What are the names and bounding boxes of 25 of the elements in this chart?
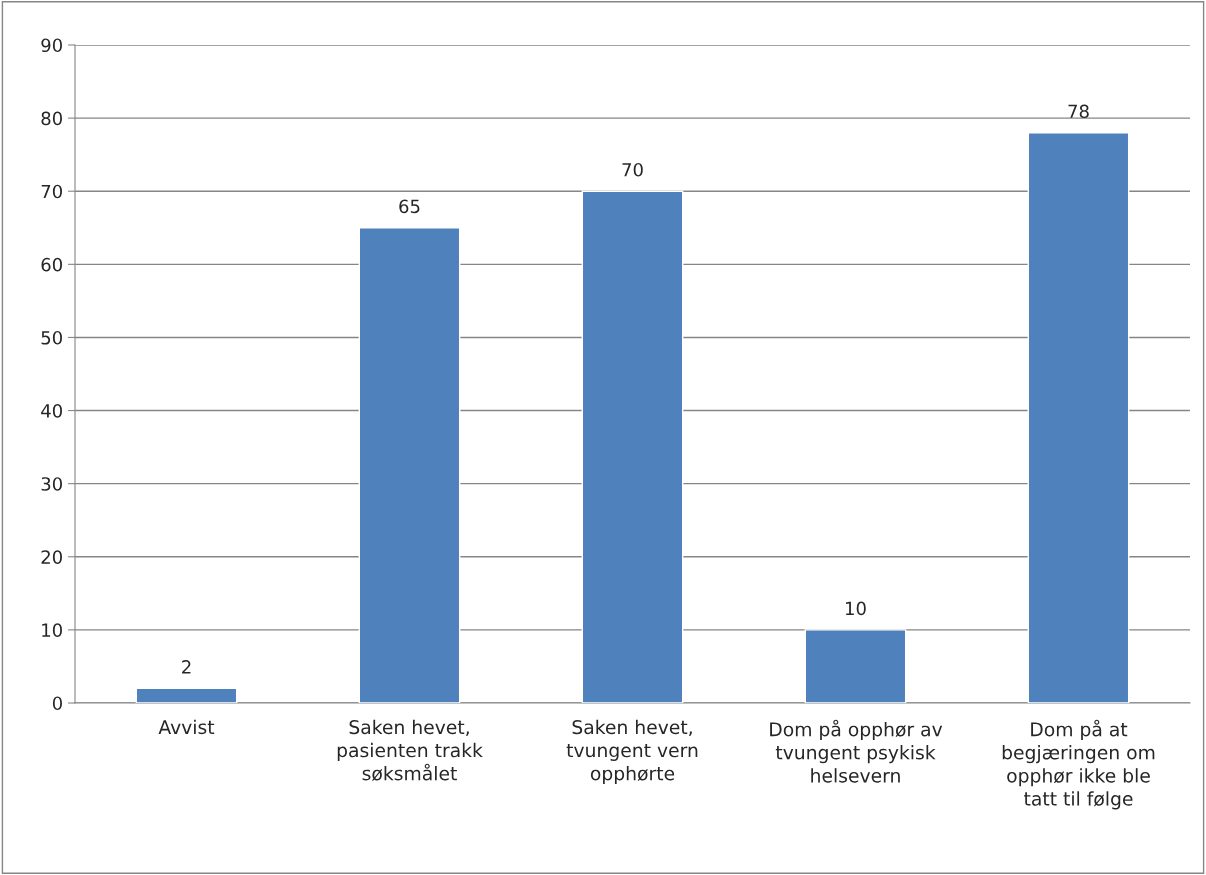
y-tick-label: 80 (41, 111, 62, 126)
data-label: 78 (1068, 104, 1089, 119)
data-label: 10 (846, 601, 866, 616)
y-tick-label: 90 (41, 38, 62, 53)
y-tick-label: 40 (41, 404, 62, 418)
data-label: 2 (182, 660, 191, 674)
x-tick-label: Dom på opphør av tvungent psykisk helsevern (770, 719, 943, 783)
y-tick-label: 60 (41, 257, 62, 272)
data-label: 65 (399, 199, 420, 214)
x-tick-label: Avvist (158, 719, 215, 735)
y-tick-label: 30 (41, 477, 62, 491)
x-tick-label: Saken hevet, pasienten trakk søksmålet (337, 719, 483, 782)
bar (581, 190, 684, 703)
x-tick-label: Dom på at begjæringen om opphør ikke ble tatt til følge (1002, 719, 1155, 810)
x-tick-label: Saken hevet, tvungent vern opphørte (566, 719, 698, 785)
y-tick-label: 10 (42, 623, 62, 638)
bar (358, 227, 461, 703)
data-label: 70 (622, 162, 643, 177)
y-tick-label: 70 (41, 184, 62, 199)
y-tick-label: 0 (52, 696, 62, 711)
y-tick-label: 50 (41, 330, 62, 345)
bar (804, 629, 907, 703)
y-tick-label: 20 (41, 550, 62, 564)
bar (135, 687, 238, 703)
bar (1027, 132, 1130, 703)
